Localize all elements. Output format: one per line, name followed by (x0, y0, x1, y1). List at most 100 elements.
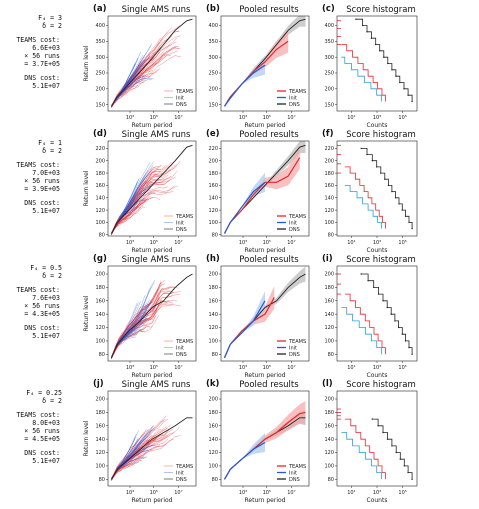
x-tick-label: 10³ (239, 365, 247, 371)
annotation-line: DNS cost: (24, 449, 60, 457)
y-tick-label: 200 (208, 272, 218, 278)
hist-point (408, 346, 410, 349)
y-axis-label: Return level (83, 45, 90, 81)
hist-point (391, 445, 393, 447)
hist-point (407, 471, 409, 474)
panel-d: (d) Single AMS runs 80 100 120 140 160 180 200 22… (83, 129, 197, 254)
annotation-line: DNS cost: (24, 199, 60, 207)
hist-point (376, 166, 378, 168)
y-tick-label: 180 (95, 171, 105, 177)
y-tick-label: 150 (208, 102, 218, 108)
y-tick-label: 120 (208, 450, 218, 456)
teams-histogram (344, 166, 386, 229)
annotation-line: TEAMS cost: (16, 161, 60, 169)
y-tick-label: 200 (95, 397, 105, 403)
hist-point (407, 94, 409, 96)
y-tick-label: 100 (324, 464, 334, 470)
hist-point (397, 326, 400, 329)
panel-label: (d) (93, 129, 107, 139)
plot-area (337, 18, 413, 103)
panel-label: (e) (206, 129, 220, 139)
plot-area (111, 273, 193, 360)
teams-run-line (111, 282, 161, 358)
panel-label: (h) (206, 254, 220, 264)
dns-line (111, 18, 193, 107)
hist-point (387, 184, 390, 187)
dns-line (111, 144, 193, 234)
y-tick-label: 100 (208, 339, 218, 345)
teams-run-line (111, 294, 180, 359)
y-tick-label: 140 (324, 195, 334, 201)
y-tick-label: 80 (212, 477, 218, 483)
y-tick-label: 100 (208, 464, 218, 470)
y-tick-label: 250 (324, 71, 334, 77)
annotation-line: F₄ = 3 (38, 14, 62, 22)
annotation-line: 5.1E+07 (32, 82, 60, 90)
panel-label: (i) (322, 254, 333, 264)
init-line (223, 181, 266, 234)
legend-label: Init (289, 220, 297, 226)
y-tick-label: 400 (208, 23, 218, 29)
x-tick-label: 10³ (126, 240, 134, 246)
x-tick-label: 10⁷ (287, 115, 295, 121)
hist-point (371, 160, 373, 162)
x-axis-label: Counts (367, 372, 388, 379)
panel-label: (c) (322, 4, 335, 14)
hist-point (360, 273, 362, 275)
plot-area (337, 408, 413, 480)
panel-j: (j) Single AMS runs 80 100 120 140 160 180 200 Re… (83, 379, 197, 504)
hist-point (404, 340, 407, 342)
x-tick-label: 10¹ (347, 240, 355, 246)
axes-frame (336, 265, 418, 362)
y-tick-label: 140 (95, 437, 105, 443)
init-histogram (341, 56, 382, 102)
y-tick-label: 250 (95, 71, 105, 77)
y-tick-label: 400 (95, 23, 105, 29)
y-tick-label: 180 (208, 171, 218, 177)
axes-frame (220, 265, 310, 362)
annotation-line: 7.6E+03 (32, 294, 60, 302)
y-tick-label: 180 (208, 285, 218, 291)
teams-histogram (344, 293, 386, 355)
hist-point (391, 69, 393, 71)
y-tick-label: 200 (324, 272, 334, 278)
x-tick-label: 10³ (373, 115, 381, 121)
panel-f: (f) Score histogram 80 100 120 140 160 180 200 22… (322, 129, 418, 254)
y-tick-label: 200 (95, 272, 105, 278)
x-tick-label: 10⁷ (287, 240, 295, 246)
dns-histogram (361, 148, 413, 229)
annotation-line: × 56 runs (24, 52, 60, 60)
y-tick-label: 160 (324, 183, 334, 189)
panel-title: Single AMS runs (122, 255, 191, 265)
hist-point (370, 37, 373, 39)
y-tick-label: 120 (324, 325, 334, 331)
hist-point (387, 62, 389, 65)
panel-c: (c) Score histogram 150 200 250 300 350 400 10¹ 1… (322, 4, 418, 129)
annotation-line: = 3.9E+05 (24, 185, 60, 193)
dns-line (111, 273, 193, 358)
init-histogram (341, 307, 382, 355)
annotation-line: = 4.3E+05 (24, 310, 60, 318)
y-tick-label: 140 (324, 312, 334, 318)
x-tick-label: 10³ (373, 365, 381, 371)
hist-point (394, 197, 397, 199)
hist-point (382, 431, 384, 434)
x-tick-label: 10⁵ (150, 365, 158, 371)
hist-point (360, 147, 362, 150)
hist-point (384, 178, 386, 180)
annotation-line: δ = 2 (42, 22, 62, 30)
legend-label: Init (289, 470, 297, 476)
legend-label: Init (176, 95, 184, 101)
legend-label: TEAMS (288, 339, 306, 345)
panel-l: (l) Score histogram 80 100 120 140 160 180 200 10… (322, 379, 418, 504)
y-tick-label: 80 (212, 352, 218, 358)
panel-title: Single AMS runs (122, 5, 191, 15)
panel-h: (h) Pooled results 80 100 120 140 160 180 200 10³… (206, 254, 310, 379)
annotation-line: 8.0E+03 (32, 419, 60, 427)
panel-e: (e) Pooled results 80 100 120 140 160 180 200 220… (206, 129, 310, 254)
y-tick-label: 120 (324, 450, 334, 456)
y-tick-label: 350 (208, 39, 218, 45)
y-tick-label: 180 (324, 410, 334, 416)
